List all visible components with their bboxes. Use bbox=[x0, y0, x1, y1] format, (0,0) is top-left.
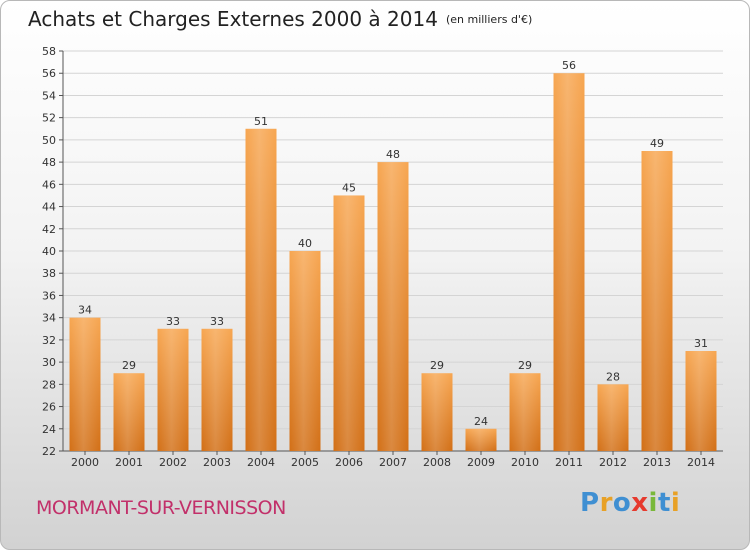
x-tick-label: 2014 bbox=[687, 456, 715, 469]
data-label: 48 bbox=[386, 148, 400, 161]
y-tick-label: 36 bbox=[42, 289, 56, 302]
data-label: 40 bbox=[298, 237, 312, 250]
x-tick-label: 2004 bbox=[247, 456, 275, 469]
x-tick-label: 2003 bbox=[203, 456, 231, 469]
bar-highlight bbox=[509, 373, 541, 451]
bar-highlight bbox=[421, 373, 453, 451]
data-label: 34 bbox=[78, 304, 92, 317]
logo-letter: r bbox=[599, 488, 613, 518]
x-tick-label: 2010 bbox=[511, 456, 539, 469]
y-tick-label: 48 bbox=[42, 156, 56, 169]
bar-highlight bbox=[685, 351, 717, 451]
y-tick-label: 44 bbox=[42, 201, 56, 214]
y-tick-label: 38 bbox=[42, 267, 56, 280]
logo-letter: o bbox=[612, 488, 632, 518]
y-tick-label: 24 bbox=[42, 423, 56, 436]
y-tick-label: 30 bbox=[42, 356, 56, 369]
y-tick-label: 42 bbox=[42, 223, 56, 236]
x-tick-label: 2012 bbox=[599, 456, 627, 469]
x-tick-label: 2013 bbox=[643, 456, 671, 469]
y-tick-label: 46 bbox=[42, 178, 56, 191]
chart-title: Achats et Charges Externes 2000 à 2014 (e… bbox=[28, 7, 532, 31]
data-label: 28 bbox=[606, 370, 620, 383]
y-tick-label: 52 bbox=[42, 112, 56, 125]
bar-highlight bbox=[333, 195, 365, 451]
y-tick-label: 54 bbox=[42, 89, 56, 102]
logo-letter: t bbox=[657, 488, 671, 518]
unit-note: (en milliers d'€) bbox=[445, 13, 533, 26]
bar-highlight bbox=[465, 428, 497, 451]
x-tick-label: 2011 bbox=[555, 456, 583, 469]
data-label: 33 bbox=[166, 315, 180, 328]
y-tick-label: 50 bbox=[42, 134, 56, 147]
data-label: 31 bbox=[694, 337, 708, 350]
logo-letter: P bbox=[580, 488, 600, 518]
data-label: 45 bbox=[342, 181, 356, 194]
x-tick-label: 2005 bbox=[291, 456, 319, 469]
x-tick-label: 2001 bbox=[115, 456, 143, 469]
y-tick-label: 56 bbox=[42, 67, 56, 80]
data-label: 24 bbox=[474, 415, 488, 428]
bar-highlight bbox=[69, 317, 101, 451]
bar-highlight bbox=[641, 151, 673, 451]
y-tick-label: 22 bbox=[42, 445, 56, 458]
y-tick-label: 40 bbox=[42, 245, 56, 258]
location-label: MORMANT-SUR-VERNISSON bbox=[36, 497, 286, 519]
data-label: 29 bbox=[122, 359, 136, 372]
data-label: 49 bbox=[650, 137, 664, 150]
chart-title-text: Achats et Charges Externes 2000 à 2014 bbox=[28, 7, 438, 31]
logo-letter: i bbox=[648, 488, 658, 518]
x-tick-label: 2008 bbox=[423, 456, 451, 469]
data-label: 33 bbox=[210, 315, 224, 328]
x-tick-label: 2009 bbox=[467, 456, 495, 469]
bar-highlight bbox=[201, 328, 233, 451]
bar-highlight bbox=[377, 162, 409, 451]
y-tick-label: 28 bbox=[42, 378, 56, 391]
bar-highlight bbox=[157, 328, 189, 451]
data-label: 29 bbox=[430, 359, 444, 372]
logo-letter: x bbox=[631, 488, 649, 518]
bar-highlight bbox=[245, 128, 277, 451]
bar-highlight bbox=[113, 373, 145, 451]
x-tick-label: 2006 bbox=[335, 456, 363, 469]
y-tick-label: 26 bbox=[42, 401, 56, 414]
y-tick-label: 32 bbox=[42, 334, 56, 347]
y-tick-label: 34 bbox=[42, 312, 56, 325]
y-tick-label: 58 bbox=[42, 45, 56, 58]
bar-highlight bbox=[289, 251, 321, 451]
bar-highlight bbox=[597, 384, 629, 451]
data-label: 51 bbox=[254, 115, 268, 128]
proxiti-logo: Proxiti bbox=[580, 488, 680, 518]
bar-highlight bbox=[553, 73, 585, 451]
x-tick-label: 2007 bbox=[379, 456, 407, 469]
x-tick-label: 2000 bbox=[71, 456, 99, 469]
logo-letter: i bbox=[670, 488, 681, 518]
data-label: 29 bbox=[518, 359, 532, 372]
data-label: 56 bbox=[562, 59, 576, 72]
x-tick-label: 2002 bbox=[159, 456, 187, 469]
